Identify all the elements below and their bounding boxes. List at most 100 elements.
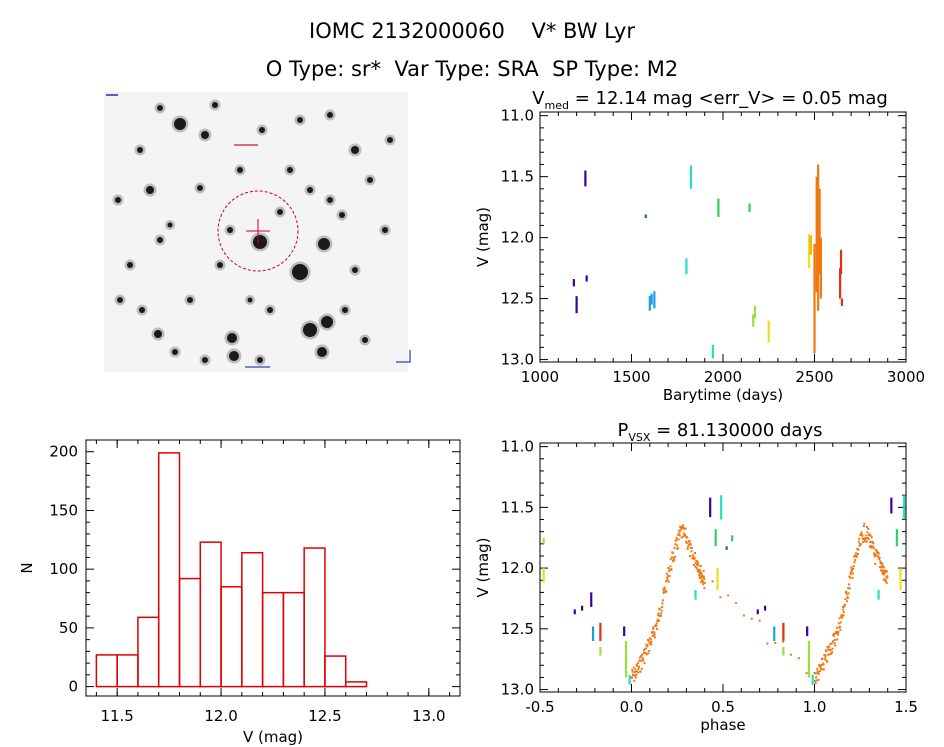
finder-chart xyxy=(104,92,411,372)
phased-data-point xyxy=(647,639,650,642)
phased-data-point xyxy=(883,572,886,575)
phased-data-point xyxy=(847,587,850,590)
star xyxy=(352,267,358,273)
phased-data-point xyxy=(836,638,839,641)
phased-data-point xyxy=(833,638,836,641)
phased-data-point xyxy=(642,659,645,662)
phased-data-point xyxy=(655,627,658,630)
phased-data-point xyxy=(834,644,837,647)
histogram-bar xyxy=(95,654,118,688)
phased-data-point xyxy=(843,605,846,608)
star xyxy=(342,307,348,313)
phased-data-point xyxy=(821,657,824,660)
phased-data-point xyxy=(854,559,857,562)
phased-data-point xyxy=(805,672,808,675)
phased-data-point xyxy=(692,554,695,557)
phased-data-point xyxy=(685,542,688,545)
phased-data-point xyxy=(886,576,889,579)
phased-data-point xyxy=(829,649,832,652)
phased-data-point xyxy=(828,653,831,656)
phased-data-point xyxy=(643,649,646,652)
phased-data-point xyxy=(862,541,865,544)
phased-data-point xyxy=(846,596,849,599)
phased-data-point xyxy=(697,562,700,565)
phased-data-point xyxy=(678,534,681,537)
phased-data-point xyxy=(840,616,843,619)
phased-data-point xyxy=(849,576,852,579)
phased-data-point xyxy=(882,570,885,573)
histogram-bar xyxy=(220,586,243,688)
phased-data-point xyxy=(642,651,645,654)
phased-data-point xyxy=(845,590,848,593)
phased-data-point xyxy=(699,570,702,573)
phased-data-point xyxy=(679,529,682,532)
phased-data-point xyxy=(647,652,650,655)
phased-xtick-label: -0.5 xyxy=(525,698,554,716)
phased-data-point xyxy=(662,591,665,594)
phased-data-point xyxy=(638,659,641,662)
phased-ytick-label: 11.0 xyxy=(501,438,534,456)
star xyxy=(197,185,203,191)
phased-data-point xyxy=(684,533,687,536)
phased-data-point xyxy=(814,682,817,685)
phased-data-point xyxy=(742,614,745,617)
phased-data-point xyxy=(813,680,816,683)
phased-data-point xyxy=(846,600,849,603)
phased-data-point xyxy=(673,559,676,562)
phased-data-point xyxy=(665,572,668,575)
phased-data-point xyxy=(636,664,639,667)
phased-data-point xyxy=(692,564,695,567)
star xyxy=(351,146,359,154)
phased-data-point xyxy=(698,572,701,575)
phased-data-point xyxy=(646,644,649,647)
phased-data-point xyxy=(634,676,637,679)
phased-data-point xyxy=(816,667,819,670)
phased-data-point xyxy=(674,555,677,558)
phased-data-point xyxy=(836,632,839,635)
phased-data-point xyxy=(867,538,870,541)
phased-data-point xyxy=(817,672,820,675)
phased-data-point xyxy=(869,545,872,548)
lightcurve-xtick-label: 2000 xyxy=(704,368,742,386)
phased-data-point xyxy=(825,659,828,662)
phased-data-point xyxy=(841,605,844,608)
phased-data-point xyxy=(652,631,655,634)
phased-data-point xyxy=(842,614,845,617)
phased-data-point xyxy=(697,571,700,574)
lightcurve-xtick-label: 3000 xyxy=(887,368,925,386)
phased-data-point xyxy=(881,572,884,575)
phased-data-point xyxy=(666,578,669,581)
star xyxy=(172,349,178,355)
phased-data-point xyxy=(635,670,638,673)
phased-data-point xyxy=(824,656,827,659)
phased-data-point xyxy=(735,601,738,604)
histogram-bar xyxy=(137,616,160,688)
phased-data-point xyxy=(815,679,818,682)
phased-data-point xyxy=(677,533,680,536)
star xyxy=(127,262,133,268)
phased-data-point xyxy=(882,569,885,572)
phased-data-point xyxy=(873,555,876,558)
histogram-ytick-label: 150 xyxy=(49,501,78,519)
phased-data-point xyxy=(879,560,882,563)
star xyxy=(201,131,209,139)
phased-data-point xyxy=(663,587,666,590)
phased-data-point xyxy=(670,568,673,571)
star xyxy=(257,357,263,363)
phased-data-point xyxy=(661,602,664,605)
histogram-xtick-label: 12.5 xyxy=(308,707,341,725)
phased-data-point xyxy=(685,540,688,543)
phased-ytick-label: 12.5 xyxy=(501,620,534,638)
star xyxy=(174,118,186,130)
phased-data-point xyxy=(848,583,851,586)
phased-data-point xyxy=(864,538,867,541)
phased-data-point xyxy=(874,562,877,565)
phased-data-point xyxy=(863,522,866,525)
phased-data-point xyxy=(835,632,838,635)
figure-title: IOMC 2132000060 V* BW Lyr xyxy=(309,19,635,43)
phased-data-point xyxy=(636,671,639,674)
phased-xtick-label: 1.5 xyxy=(894,698,918,716)
phased-data-point xyxy=(862,538,865,541)
phased-data-point xyxy=(774,641,777,644)
phased-data-point xyxy=(637,661,640,664)
